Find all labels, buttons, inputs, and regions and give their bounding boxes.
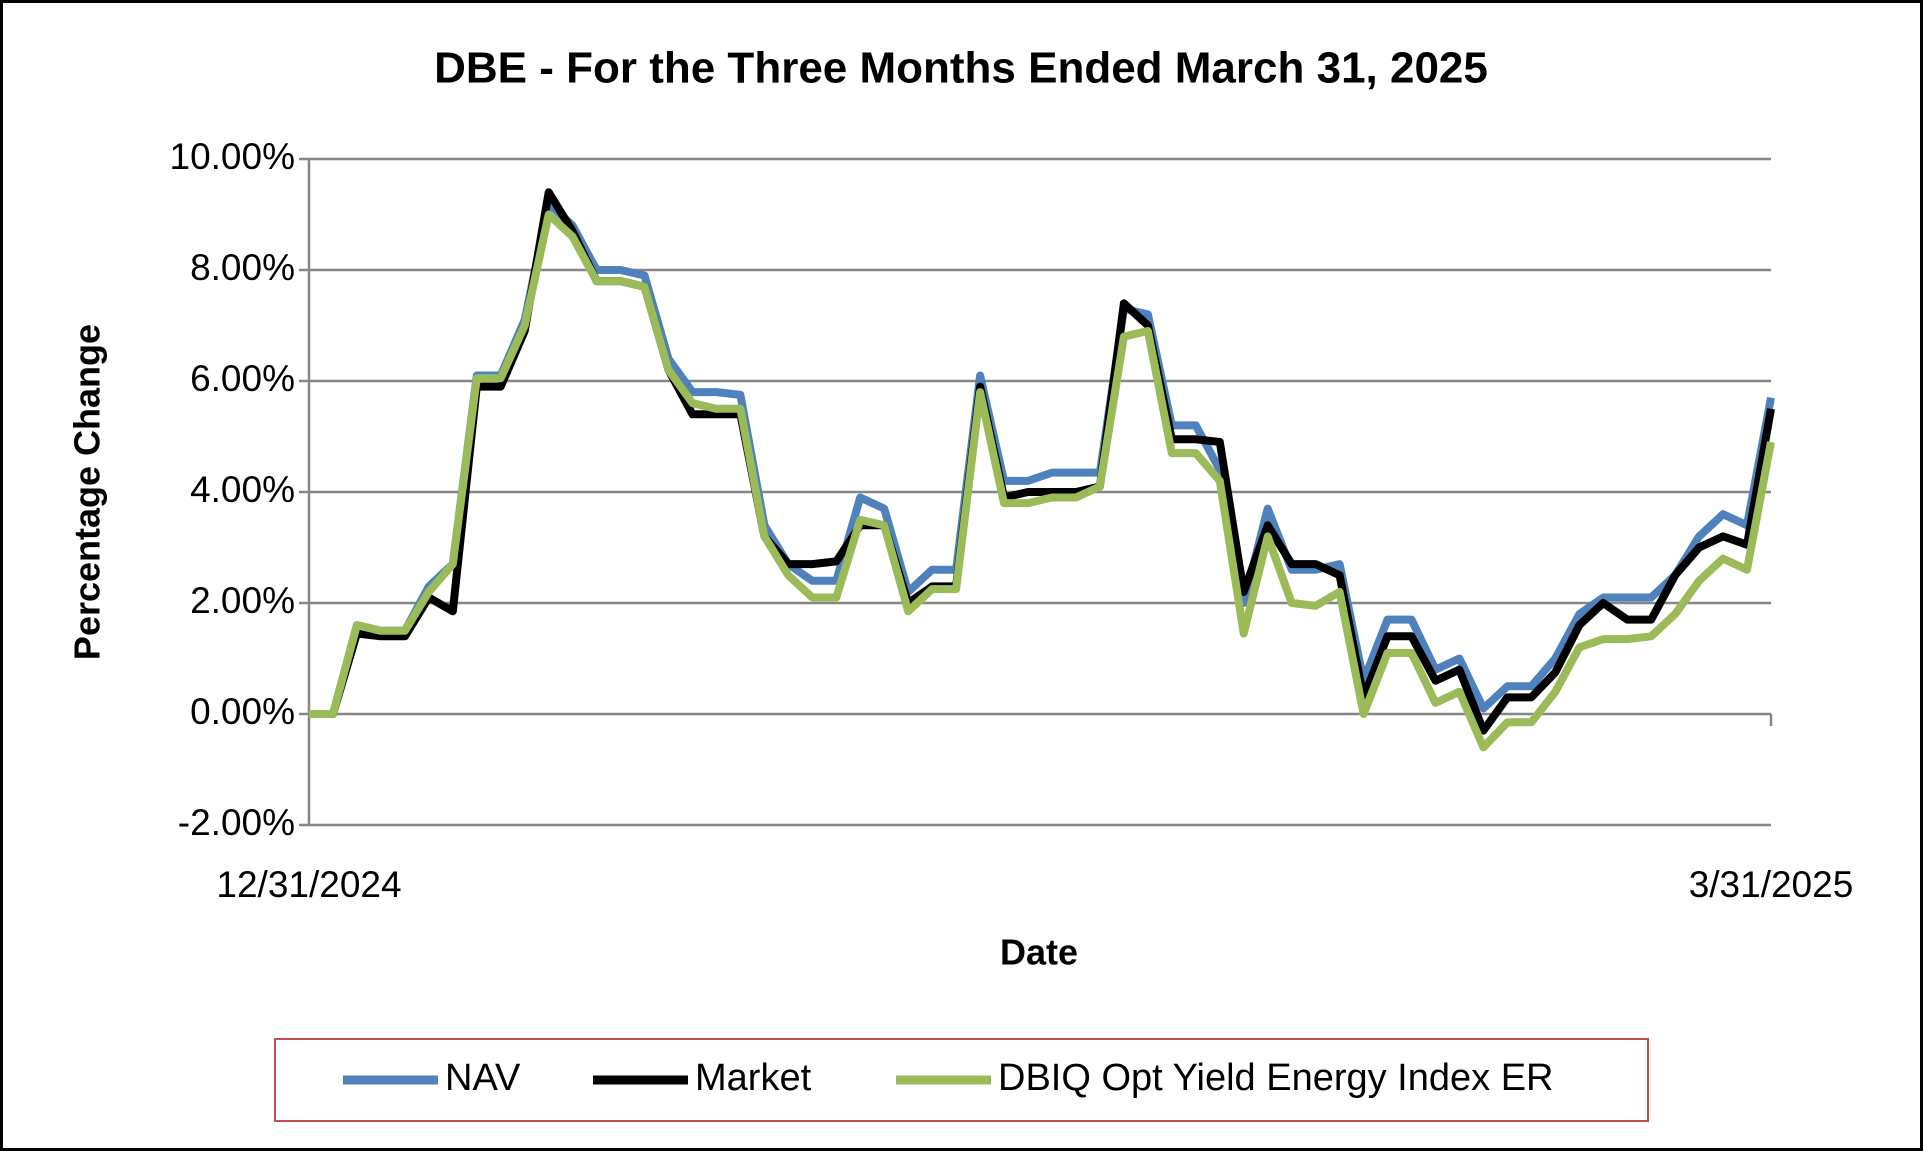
line-series — [309, 188, 1775, 735]
x-tick-label: 12/31/2024 — [216, 864, 401, 905]
chart-title: DBE - For the Three Months Ended March 3… — [434, 44, 1488, 93]
legend-label: DBIQ Opt Yield Energy Index ER — [998, 1057, 1554, 1099]
y-tick-label: 10.00% — [170, 136, 296, 177]
y-tick-label: 0.00% — [190, 691, 295, 732]
y-tick-label: 6.00% — [190, 358, 295, 399]
y-tick-label: -2.00% — [178, 802, 295, 843]
y-tick-label: 2.00% — [190, 580, 295, 621]
y-tick-label: 8.00% — [190, 247, 295, 288]
y-tick-label: 4.00% — [190, 469, 295, 510]
y-axis-label: Percentage Change — [67, 324, 108, 660]
legend-label: Market — [695, 1057, 812, 1099]
line-series — [309, 210, 1775, 752]
x-axis-label: Date — [1000, 932, 1078, 973]
line-series — [309, 199, 1775, 718]
x-tick-label: 3/31/2025 — [1689, 864, 1854, 905]
legend-label: NAV — [445, 1057, 521, 1099]
